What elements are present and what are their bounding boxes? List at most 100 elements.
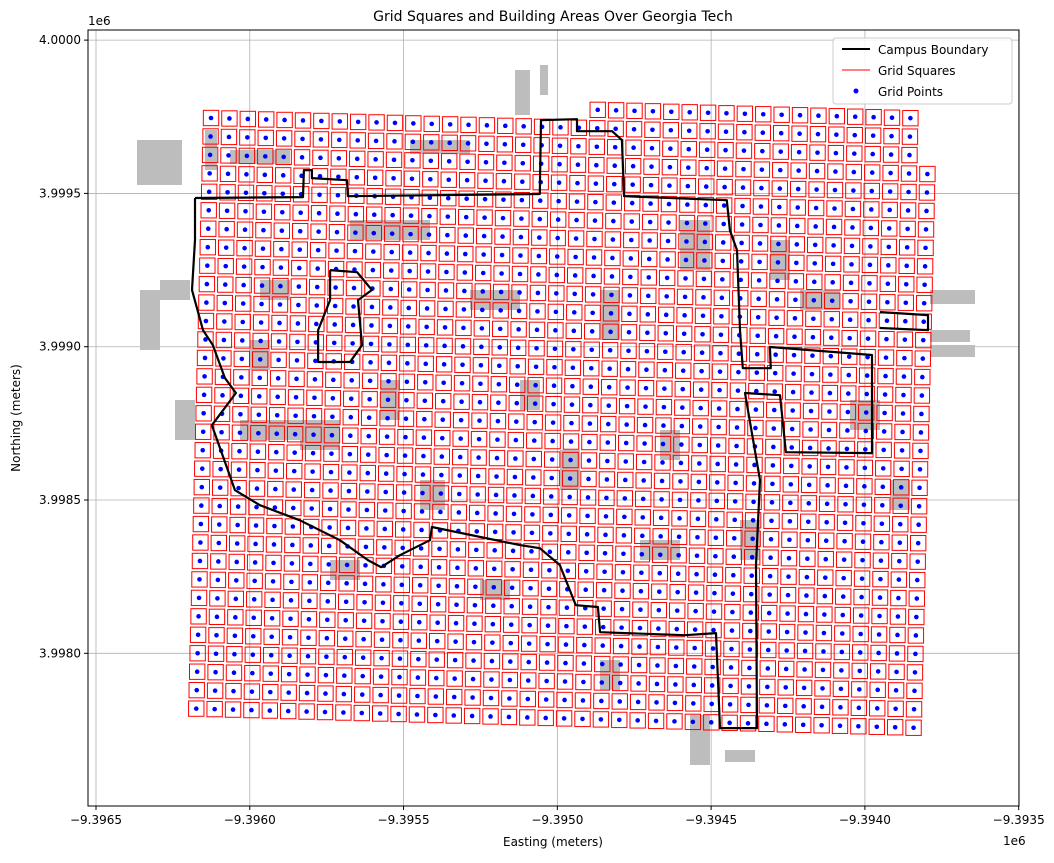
grid-square bbox=[346, 242, 364, 260]
grid-square bbox=[402, 207, 420, 224]
grid-square bbox=[392, 632, 409, 649]
grid-square bbox=[220, 147, 237, 164]
grid-point bbox=[838, 686, 844, 692]
building-area bbox=[515, 70, 530, 115]
grid-square bbox=[696, 252, 713, 269]
grid-point bbox=[341, 710, 346, 715]
grid-square bbox=[611, 693, 628, 710]
grid-point bbox=[871, 114, 876, 120]
grid-square bbox=[715, 234, 732, 251]
grid-square bbox=[659, 232, 677, 250]
grid-square bbox=[841, 311, 859, 328]
grid-square bbox=[506, 468, 524, 486]
grid-square bbox=[710, 418, 727, 436]
grid-square bbox=[692, 381, 710, 398]
grid-square bbox=[336, 649, 353, 666]
grid-point bbox=[258, 338, 263, 344]
grid-square bbox=[763, 494, 781, 511]
grid-square bbox=[227, 609, 244, 626]
grid-square bbox=[415, 447, 432, 465]
grid-square bbox=[263, 628, 280, 645]
grid-square bbox=[650, 601, 668, 619]
grid-point bbox=[877, 595, 883, 600]
grid-point bbox=[565, 550, 571, 555]
grid-square bbox=[492, 320, 509, 338]
grid-square bbox=[348, 169, 365, 186]
grid-point bbox=[710, 646, 716, 651]
grid-square bbox=[739, 715, 757, 732]
grid-square bbox=[895, 368, 913, 385]
grid-square bbox=[619, 379, 636, 396]
grid-point bbox=[714, 498, 720, 504]
grid-square bbox=[412, 577, 429, 594]
grid-point bbox=[569, 402, 575, 407]
grid-point bbox=[433, 712, 438, 718]
grid-point bbox=[656, 626, 661, 631]
grid-square bbox=[785, 365, 802, 382]
grid-point bbox=[846, 372, 852, 378]
grid-point bbox=[207, 152, 213, 158]
grid-point bbox=[290, 524, 296, 529]
grid-point bbox=[637, 644, 642, 649]
grid-square bbox=[394, 539, 411, 557]
grid-point bbox=[646, 275, 652, 280]
grid-point bbox=[788, 482, 794, 487]
grid-point bbox=[347, 470, 352, 475]
grid-square bbox=[894, 405, 912, 422]
grid-point bbox=[455, 565, 460, 571]
grid-square bbox=[272, 277, 289, 295]
grid-point bbox=[819, 723, 824, 728]
grid-square bbox=[372, 686, 389, 704]
grid-point bbox=[845, 409, 851, 415]
grid-point bbox=[397, 656, 403, 661]
grid-point bbox=[481, 233, 487, 239]
grid-square bbox=[855, 496, 873, 513]
grid-point bbox=[691, 664, 697, 669]
grid-square bbox=[594, 655, 611, 673]
grid-square bbox=[363, 298, 381, 316]
grid-square bbox=[360, 409, 378, 426]
grid-square bbox=[612, 637, 630, 655]
grid-point bbox=[277, 320, 282, 326]
grid-square bbox=[469, 486, 486, 503]
grid-point bbox=[906, 189, 911, 195]
grid-square bbox=[755, 106, 772, 123]
grid-point bbox=[333, 285, 338, 290]
grid-point bbox=[771, 426, 777, 431]
grid-square bbox=[690, 492, 707, 509]
grid-square bbox=[625, 139, 642, 156]
grid-square bbox=[233, 350, 251, 368]
grid-square bbox=[804, 329, 822, 346]
grid-point bbox=[894, 651, 900, 656]
grid-square bbox=[601, 379, 618, 396]
grid-point bbox=[828, 372, 833, 377]
grid-square bbox=[399, 336, 416, 354]
grid-point bbox=[531, 456, 537, 462]
grid-point bbox=[466, 122, 471, 128]
grid-point bbox=[879, 539, 884, 545]
grid-point bbox=[334, 229, 340, 235]
grid-point bbox=[205, 263, 210, 268]
grid-square bbox=[235, 295, 252, 312]
grid-point bbox=[563, 642, 569, 647]
grid-point bbox=[791, 352, 797, 358]
grid-square bbox=[786, 328, 803, 345]
grid-point bbox=[255, 467, 260, 473]
grid-point bbox=[820, 667, 826, 673]
grid-point bbox=[274, 412, 280, 418]
grid-point bbox=[881, 429, 887, 434]
grid-square bbox=[743, 549, 761, 566]
grid-square bbox=[612, 656, 629, 673]
grid-square bbox=[824, 255, 842, 273]
grid-square bbox=[524, 506, 541, 523]
grid-square bbox=[403, 189, 420, 206]
grid-square bbox=[402, 225, 419, 243]
grid-point bbox=[213, 651, 219, 657]
grid-square bbox=[513, 210, 530, 227]
grid-point bbox=[748, 628, 753, 634]
grid-point bbox=[549, 457, 555, 462]
grid-point bbox=[331, 377, 336, 383]
grid-square bbox=[216, 313, 233, 330]
grid-square bbox=[852, 644, 869, 661]
grid-point bbox=[497, 345, 503, 350]
